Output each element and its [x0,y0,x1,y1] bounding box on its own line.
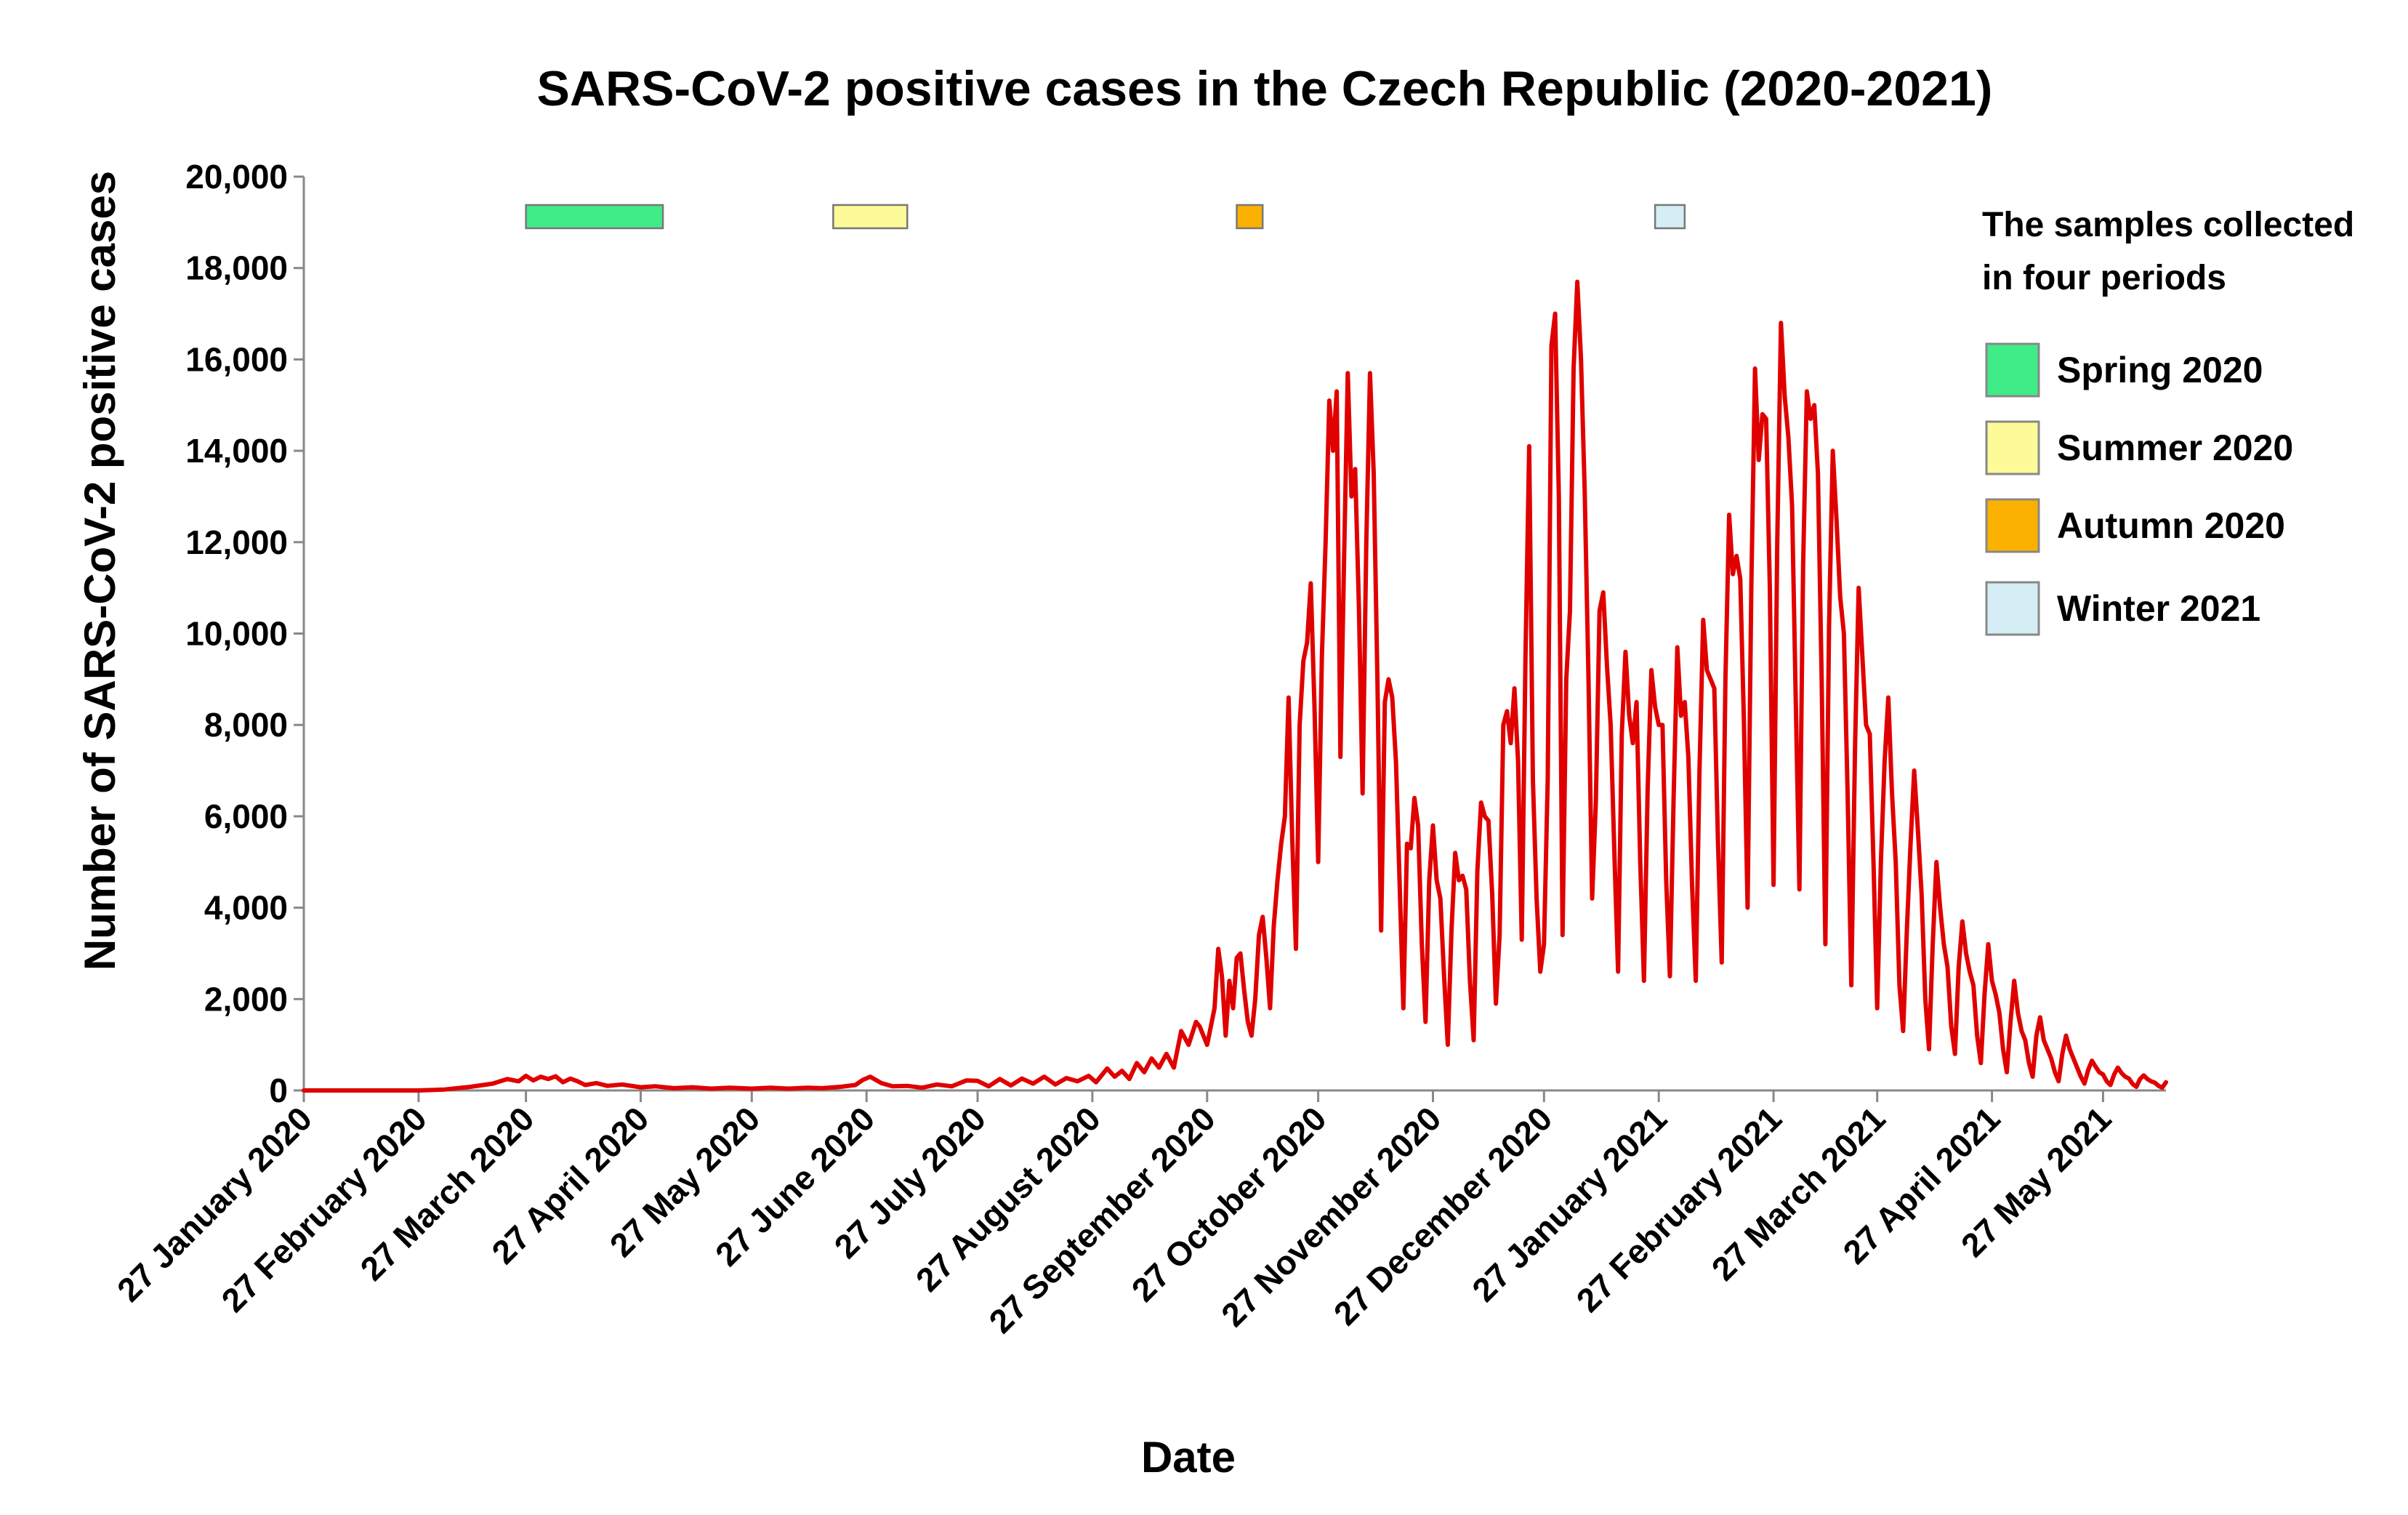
sampling-period-bar [1236,204,1264,230]
x-tick-label: 27 November 2020 [1214,1099,1448,1333]
legend-entries: Spring 2020 Summer 2020 Autumn 2020 Winter … [1985,342,2293,636]
y-tick-label: 6,000 [204,797,288,835]
sampling-period-bars [525,204,1686,230]
x-axis-label: Date [1141,1433,1236,1482]
x-tick-label: 27 October 2020 [1124,1099,1334,1309]
sampling-period-bar [832,204,909,230]
x-tick-label: 27 January 2021 [1465,1099,1674,1309]
legend-label: Summer 2020 [2057,427,2293,468]
legend-label: Spring 2020 [2057,350,2263,390]
axes [302,177,2166,1092]
legend-label: Winter 2021 [2057,588,2260,629]
legend-swatch [1985,581,2040,636]
y-tick-label: 12,000 [185,523,288,561]
legend-swatch [1985,498,2040,553]
y-tick-label: 2,000 [204,980,288,1018]
legend-title-line-1: The samples collected [1982,206,2354,244]
legend-title-line-2: in four periods [1982,259,2226,297]
sampling-period-bar [1654,204,1686,230]
sampling-period-bar [525,204,664,230]
x-tick-label: 27 December 2020 [1326,1099,1560,1333]
y-tick-label: 10,000 [185,615,288,653]
legend-swatch [1985,420,2040,475]
legend-label: Autumn 2020 [2057,505,2285,546]
y-tick-label: 20,000 [185,158,288,196]
y-axis-label: Number of SARS-CoV-2 positive cases [76,171,124,971]
y-tick-label: 8,000 [204,706,288,744]
series-line-daily-cases [302,279,2168,1093]
legend: The samples collected in four periods Sp… [1982,206,2354,636]
y-tick-label: 14,000 [185,432,288,470]
y-ticks: 0 2,000 4,000 6,000 8,000 10,000 12,000 14,000 1… [185,158,304,1109]
y-tick-label: 18,000 [185,249,288,287]
x-tick-label: 27 January 2020 [110,1099,319,1309]
chart-title: SARS-CoV-2 positive cases in the Czech R… [537,61,1993,116]
y-tick-label: 4,000 [204,889,288,927]
series [302,279,2168,1093]
legend-swatch [1985,342,2040,398]
y-tick-label: 0 [269,1072,288,1109]
x-tick-label: 27 February 2020 [214,1099,434,1319]
y-tick-label: 16,000 [185,340,288,378]
